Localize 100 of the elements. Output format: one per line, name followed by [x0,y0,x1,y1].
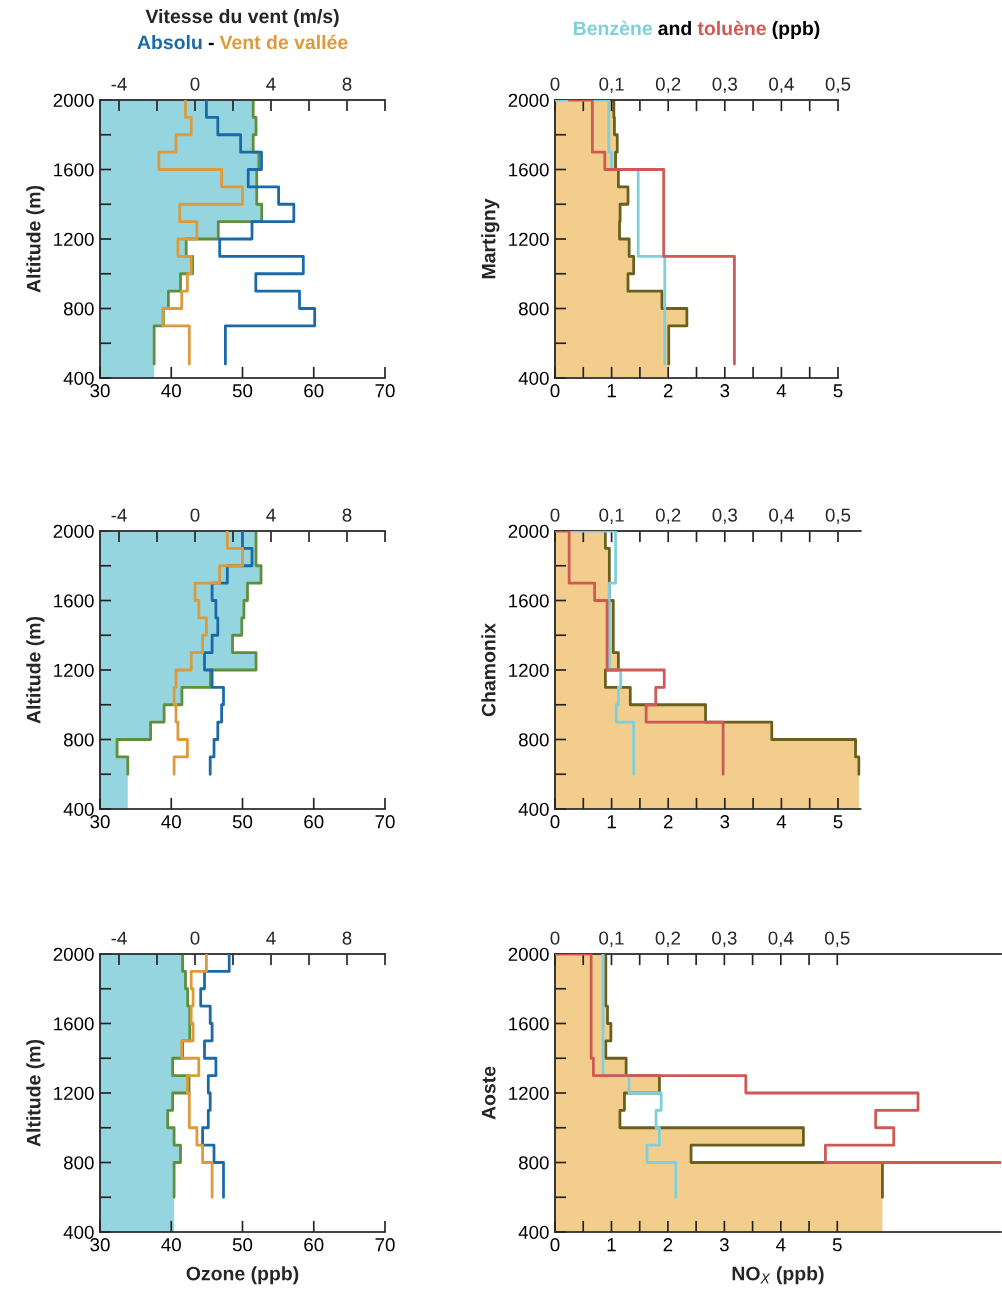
x-tick-label: 5 [833,384,843,398]
x-tick-label: 5 [833,815,843,829]
y-tick-label: 400 [518,1225,549,1239]
x2-tick-label: 0,5 [824,931,850,947]
y-tick-label: 1600 [509,163,549,177]
y-tick-label: 800 [518,302,549,316]
y-tick-label: 1200 [54,232,94,246]
text: - [208,42,214,46]
x2-tick-label: 0 [550,508,560,522]
x-tick-label: 3 [720,815,730,829]
x2-tick-label: 0,1 [599,931,624,947]
x-tick-label: 40 [161,815,181,829]
x-tick-label: 50 [232,1238,253,1252]
x-tick-label: 0 [550,384,560,398]
x-axis-title: Ozone (ppb) [186,1266,299,1285]
x-tick-label: 3 [720,384,730,398]
x-tick-label: 5 [832,1238,842,1252]
y-tick-label: 1600 [509,1017,549,1031]
x-tick-label: 2 [663,1238,673,1252]
y-tick-label: 1600 [509,594,549,608]
x-tick-label: 70 [375,384,395,398]
x-tick-label: 60 [304,384,324,398]
x2-tick-label: 0,4 [769,77,794,93]
x2-tick-label: 0,5 [825,508,851,524]
x2-tick-label: 0,1 [599,77,624,93]
x2-tick-label: 4 [266,77,276,91]
x-tick-label: 50 [232,384,253,398]
x-tick-label: 1 [607,815,616,829]
y-tick-label: 2000 [508,93,549,107]
x-tick-label: 4 [776,815,787,829]
y-tick-label: 2000 [508,947,549,961]
x2-tick-label: -4 [111,77,127,91]
y-tick-label: 1600 [54,594,94,608]
x2-axis-title: Vitesse du vent (m/s) [145,8,339,28]
x2-tick-label: 0,4 [769,508,794,524]
text: Benzène [573,20,652,36]
x2-tick-label: 8 [342,931,352,945]
x-tick-label: 0 [550,815,560,829]
x2-tick-label: 0,3 [712,508,738,524]
x-tick-label: 4 [776,1238,786,1252]
x-tick-label: 1 [607,384,616,398]
x2-tick-label: 0,2 [655,508,681,524]
x2-tick-label: 0,5 [825,77,851,93]
text: (ppb) [772,20,820,40]
y-tick-label: 2000 [508,524,549,538]
y-tick-label: 1200 [54,1086,94,1100]
y-axis-title: Altitude (m) [26,185,45,293]
x2-tick-label: 0,2 [655,77,681,93]
y-tick-label: 400 [518,371,549,385]
y-tick-label: 1200 [509,663,549,677]
x-tick-label: 70 [375,1238,395,1252]
text: Vent de vallée [219,34,348,50]
y-tick-label: 1600 [54,163,94,177]
x-tick-label: 50 [232,815,253,829]
text: and [658,20,691,36]
x-tick-label: 1 [607,1238,616,1252]
x2-tick-label: 8 [342,508,352,522]
x2-tick-label: 0 [190,931,200,945]
y-tick-label: 2000 [53,947,94,961]
text: Absolu [137,34,202,50]
x2-tick-label: -4 [111,931,127,945]
y-tick-label: 1200 [509,1086,549,1100]
x-tick-label: 30 [90,815,110,829]
x-tick-label: 40 [161,384,181,398]
x-tick-label: 60 [304,1238,324,1252]
x-tick-label: 30 [90,1238,110,1252]
y-tick-label: 400 [63,802,94,816]
y-tick-label: 800 [63,733,94,747]
x2-tick-label: 0,3 [712,931,737,947]
x-tick-label: 4 [776,384,787,398]
x2-tick-label: 0,2 [655,931,680,947]
y-tick-label: 800 [63,302,94,316]
x-tick-label: 30 [90,384,110,398]
y-tick-label: 800 [63,1156,94,1170]
x-tick-label: 0 [550,1238,560,1252]
x2-tick-label: 0 [550,931,560,945]
y-axis-title: Martigny [481,198,500,279]
y-tick-label: 1200 [509,232,549,246]
x-tick-label: 3 [719,1238,729,1252]
text: toluène [697,20,766,36]
x2-tick-label: 0 [190,508,200,522]
x-tick-label: 2 [663,384,673,398]
x-tick-label: 60 [304,815,324,829]
y-tick-label: 2000 [53,93,94,107]
x2-tick-label: 0,3 [712,77,738,93]
y-tick-label: 400 [518,802,549,816]
x2-tick-label: 4 [266,508,276,522]
x2-tick-label: -4 [111,508,127,522]
y-tick-label: 800 [518,733,549,747]
x2-tick-label: 8 [342,77,352,91]
x-axis-title: NO$_{X}$ (ppb) [732,1266,824,1285]
x-tick-label: 2 [663,815,673,829]
x2-tick-label: 0 [550,77,560,91]
y-axis-title: Aoste [481,1066,496,1120]
x2-tick-label: 0,1 [599,508,624,524]
y-tick-label: 1200 [54,663,94,677]
y-axis-title: Chamonix [481,623,496,717]
y-tick-label: 2000 [53,524,94,538]
y-axis-title: Altitude (m) [26,1039,45,1147]
x-tick-label: 70 [375,815,395,829]
